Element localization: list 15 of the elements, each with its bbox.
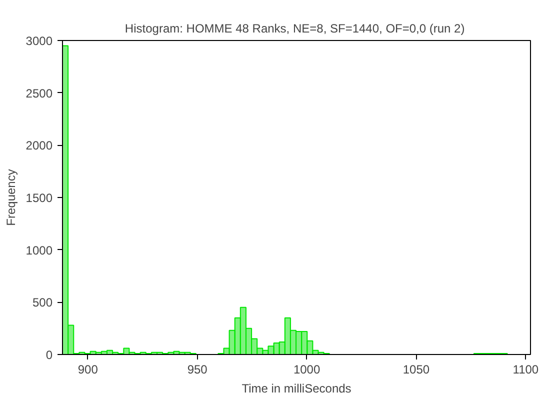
y-tick-label: 2000 — [26, 138, 53, 153]
x-tick-label: 1050 — [402, 362, 430, 376]
x-tick-label: 1000 — [293, 362, 320, 376]
y-tick-label: 500 — [32, 296, 53, 310]
y-tick-label: 1500 — [26, 191, 53, 205]
chart-title: Histogram: HOMME 48 Ranks, NE=8, SF=1440, OF=0,0 (run 2) — [124, 22, 465, 36]
y-tick-label: 3000 — [26, 34, 53, 48]
x-tick-label: 950 — [187, 362, 208, 376]
x-tick-label: 1100 — [512, 362, 539, 376]
y-axis-title: Frequency — [4, 169, 18, 226]
x-axis-title: Time in milliSeconds — [242, 382, 352, 396]
y-tick-label: 1000 — [26, 243, 53, 258]
x-tick-label: 900 — [78, 362, 98, 376]
y-tick-label: 0 — [46, 348, 53, 362]
y-tick-label: 2500 — [26, 86, 53, 100]
